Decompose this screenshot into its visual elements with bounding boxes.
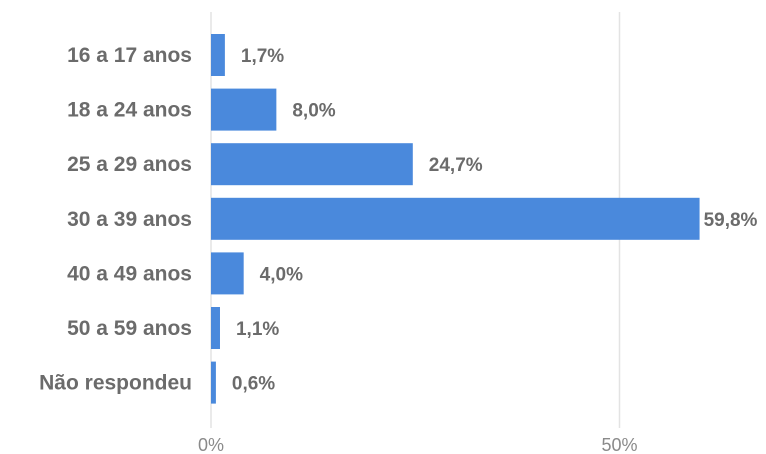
category-label: 25 a 29 anos bbox=[67, 153, 192, 176]
bar bbox=[211, 361, 216, 404]
data-label: 59,8% bbox=[704, 210, 758, 231]
bar bbox=[211, 143, 413, 186]
data-label: 1,7% bbox=[241, 46, 284, 67]
bar bbox=[211, 307, 220, 349]
data-label: 0,6% bbox=[232, 374, 275, 395]
category-label: Não respondeu bbox=[39, 372, 192, 395]
bar bbox=[211, 88, 277, 131]
category-label: 30 a 39 anos bbox=[67, 208, 192, 231]
data-label: 8,0% bbox=[292, 101, 335, 122]
data-label: 1,1% bbox=[236, 319, 279, 340]
x-tick-label: 50% bbox=[601, 435, 637, 454]
category-labels: 16 a 17 anos 18 a 24 anos 25 a 29 anos 30 a… bbox=[39, 44, 192, 395]
data-label: 4,0% bbox=[260, 264, 303, 285]
category-label: 50 a 59 anos bbox=[67, 317, 192, 340]
category-label: 40 a 49 anos bbox=[67, 262, 192, 285]
bar bbox=[211, 252, 244, 295]
x-axis-tick-labels: 0% 50% bbox=[198, 435, 638, 454]
bar bbox=[211, 34, 225, 76]
category-label: 16 a 17 anos bbox=[67, 44, 192, 67]
value-labels: 1,7% 8,0% 24,7% 59,8% 4,0% 1,1% 0,6% bbox=[232, 46, 758, 395]
data-label: 24,7% bbox=[429, 155, 483, 176]
category-label: 18 a 24 anos bbox=[67, 99, 192, 122]
bar bbox=[211, 197, 700, 240]
bars bbox=[211, 34, 700, 404]
x-tick-label: 0% bbox=[198, 435, 224, 454]
